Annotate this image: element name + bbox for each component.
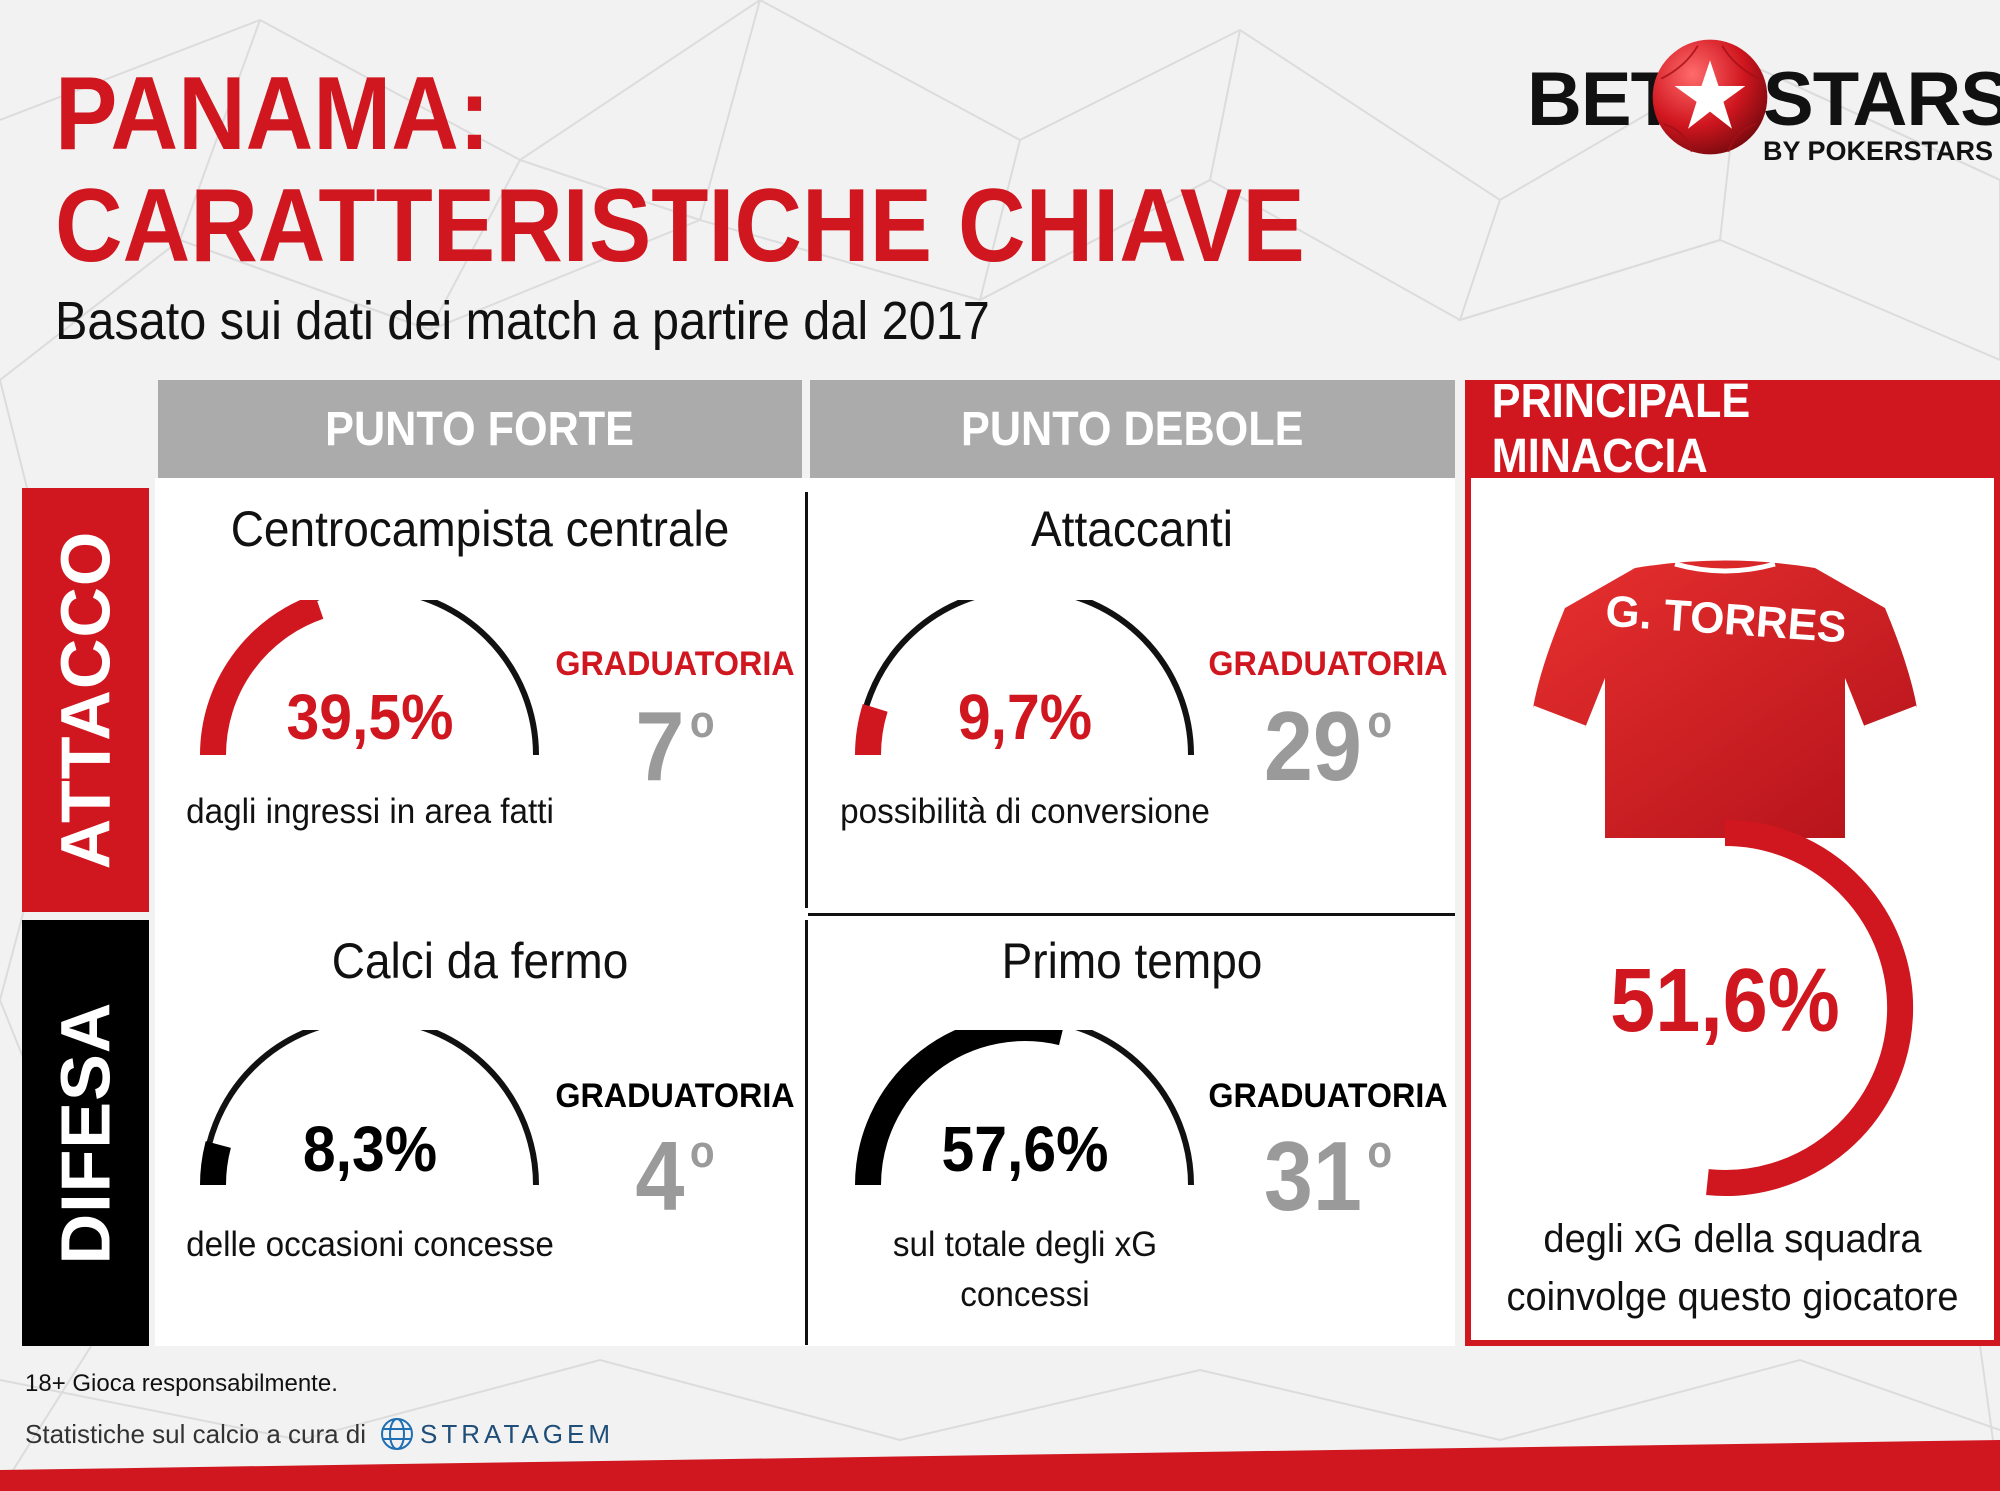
cell-title-attack-weakness: Attaccanti <box>1031 501 1233 557</box>
gauge-value-arc <box>199 1141 231 1186</box>
gauge-value-arc <box>200 600 324 756</box>
jersey-image: G. TORRES <box>1532 560 1918 838</box>
logo-by-text: BY POKERSTARS <box>1763 136 1994 166</box>
gauge-value-arc <box>1706 820 1914 1196</box>
gauge-track <box>856 600 1194 756</box>
betstars-logo: BET STARS BY POKERSTARS <box>1525 39 2000 170</box>
cell-title-defense-strength: Calci da fermo <box>331 933 629 989</box>
footer-red-strip <box>0 1440 2000 1491</box>
title-line-2: CARATTERISTICHE CHIAVE <box>55 168 1305 284</box>
row-label-defense: DIFESA <box>22 920 149 1346</box>
gauge-attack-strength <box>200 600 539 756</box>
ranking-label-attack-weakness: GRADUATORIA <box>1208 645 1448 683</box>
gauge-defense-strength <box>199 1030 539 1186</box>
percent-attack-strength: 39,5% <box>286 681 454 753</box>
percent-threat: 51,6% <box>1610 951 1840 1051</box>
logo-stars-text: STARS <box>1763 57 2000 142</box>
description-attack-strength: dagli ingressi in area fatti <box>186 792 554 831</box>
row-label-attack: ATTACCO <box>22 488 149 912</box>
cell-title-attack-strength: Centrocampista centrale <box>230 501 730 557</box>
column-header-strength: PUNTO FORTE <box>158 380 802 478</box>
column-header-weakness: PUNTO DEBOLE <box>810 380 1455 478</box>
description-defense-strength: delle occasioni concesse <box>186 1225 554 1264</box>
footer-credit: Statistiche sul calcio a cura di STRATAG… <box>25 1417 614 1451</box>
gauge-value-arc <box>855 1030 1063 1186</box>
logo-bet-text: BET <box>1527 57 1677 142</box>
ranking-label-defense-weakness: GRADUATORIA <box>1208 1077 1448 1115</box>
ranking-label-attack-strength: GRADUATORIA <box>555 645 795 683</box>
rank-attack-weakness: 29 o <box>1263 691 1393 801</box>
star-ball-icon <box>1652 39 1768 155</box>
page-title: PANAMA: CARATTERISTICHE CHIAVE <box>55 58 1305 282</box>
grid-divider-vertical-top <box>805 492 808 908</box>
description-threat: degli xG della squadra coinvolge questo … <box>1506 1217 1959 1319</box>
gauge-threat <box>1555 820 1914 1196</box>
title-line-1: PANAMA: <box>55 56 491 172</box>
globe-icon <box>381 1418 414 1450</box>
grid-divider-horizontal <box>808 913 1455 916</box>
gauge-defense-weakness <box>855 1030 1194 1186</box>
stratagem-logo-text: STRATAGEM <box>420 1418 614 1449</box>
grid-divider-vertical-bottom <box>805 920 808 1345</box>
percent-defense-weakness: 57,6% <box>941 1113 1109 1185</box>
column-header-threat: PRINCIPALE MINACCIA <box>1465 375 2000 483</box>
description-attack-weakness: possibilità di conversione <box>840 792 1210 831</box>
gauge-track <box>201 1030 539 1186</box>
cell-title-defense-weakness: Primo tempo <box>1001 933 1263 989</box>
ranking-label-defense-strength: GRADUATORIA <box>555 1077 795 1115</box>
description-defense-weakness: sul totale degli xG concessi <box>892 1225 1158 1314</box>
credit-text: Statistiche sul calcio a cura di <box>25 1418 367 1449</box>
rank-defense-weakness: 31 o <box>1263 1121 1393 1231</box>
percent-attack-weakness: 9,7% <box>957 681 1093 753</box>
gauge-value-arc <box>854 704 888 756</box>
gauge-attack-weakness <box>854 600 1194 756</box>
percent-defense-strength: 8,3% <box>302 1113 438 1185</box>
responsible-gambling-note: 18+ Gioca responsabilmente. <box>25 1370 338 1397</box>
subtitle: Basato sui dati dei match a partire dal … <box>55 291 990 351</box>
